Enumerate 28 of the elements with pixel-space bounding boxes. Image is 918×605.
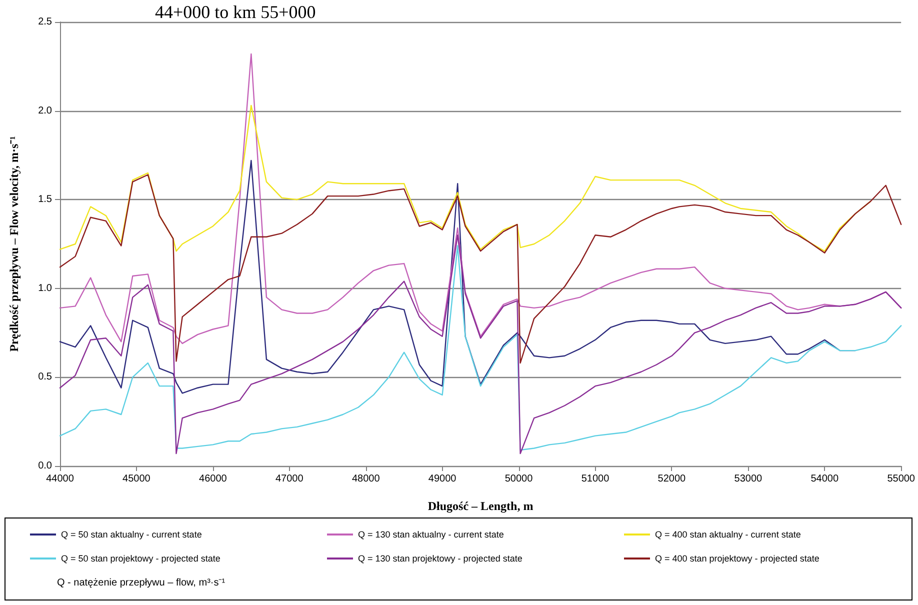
y-tick-label: 0.0 [38, 460, 52, 472]
x-tick-label: 45000 [122, 474, 151, 484]
x-tick-label: 52000 [658, 474, 686, 484]
text: Q - natężenie przepływu – flow, m³·s⁻¹ [57, 578, 226, 588]
legend-label: Q = 130 stan aktualny - current state [358, 530, 504, 540]
legend-label: Q = 50 stan projektowy - projected state [61, 554, 220, 564]
x-tick-label: 44000 [46, 474, 74, 484]
x-tick-label: 50000 [504, 474, 534, 484]
y-tick-label: 1.5 [38, 194, 52, 206]
x-tick-label: 48000 [352, 474, 380, 484]
x-tick-label: 54000 [810, 474, 839, 484]
x-tick-label: 47000 [275, 474, 304, 484]
y-tick-label: 1.0 [38, 282, 52, 294]
x-tick-label: 55000 [887, 474, 916, 484]
x-tick-label: 51000 [581, 474, 610, 484]
y-tick-label: 2.5 [38, 16, 52, 28]
legend-label: Q = 400 stan projektowy - projected state [655, 554, 820, 564]
legend-label: Q = 400 stan aktualny - current state [655, 530, 801, 540]
x-tick-label: 49000 [428, 474, 457, 484]
x-axis-title: Długość – Length, m [428, 499, 534, 513]
y-axis-title: Prędkość przepływu – Flow velocity, m·s⁻¹ [7, 136, 21, 352]
y-tick-label: 2.0 [38, 105, 52, 116]
legend-label: Q = 50 stan aktualny - current state [61, 530, 202, 540]
chart-title: 44+000 to km 55+000 [155, 2, 316, 22]
x-tick-label: 53000 [734, 474, 763, 484]
y-tick-label: 0.5 [38, 372, 52, 383]
legend-label: Q = 130 stan projektowy - projected state [358, 554, 522, 564]
x-tick-label: 46000 [199, 474, 228, 484]
